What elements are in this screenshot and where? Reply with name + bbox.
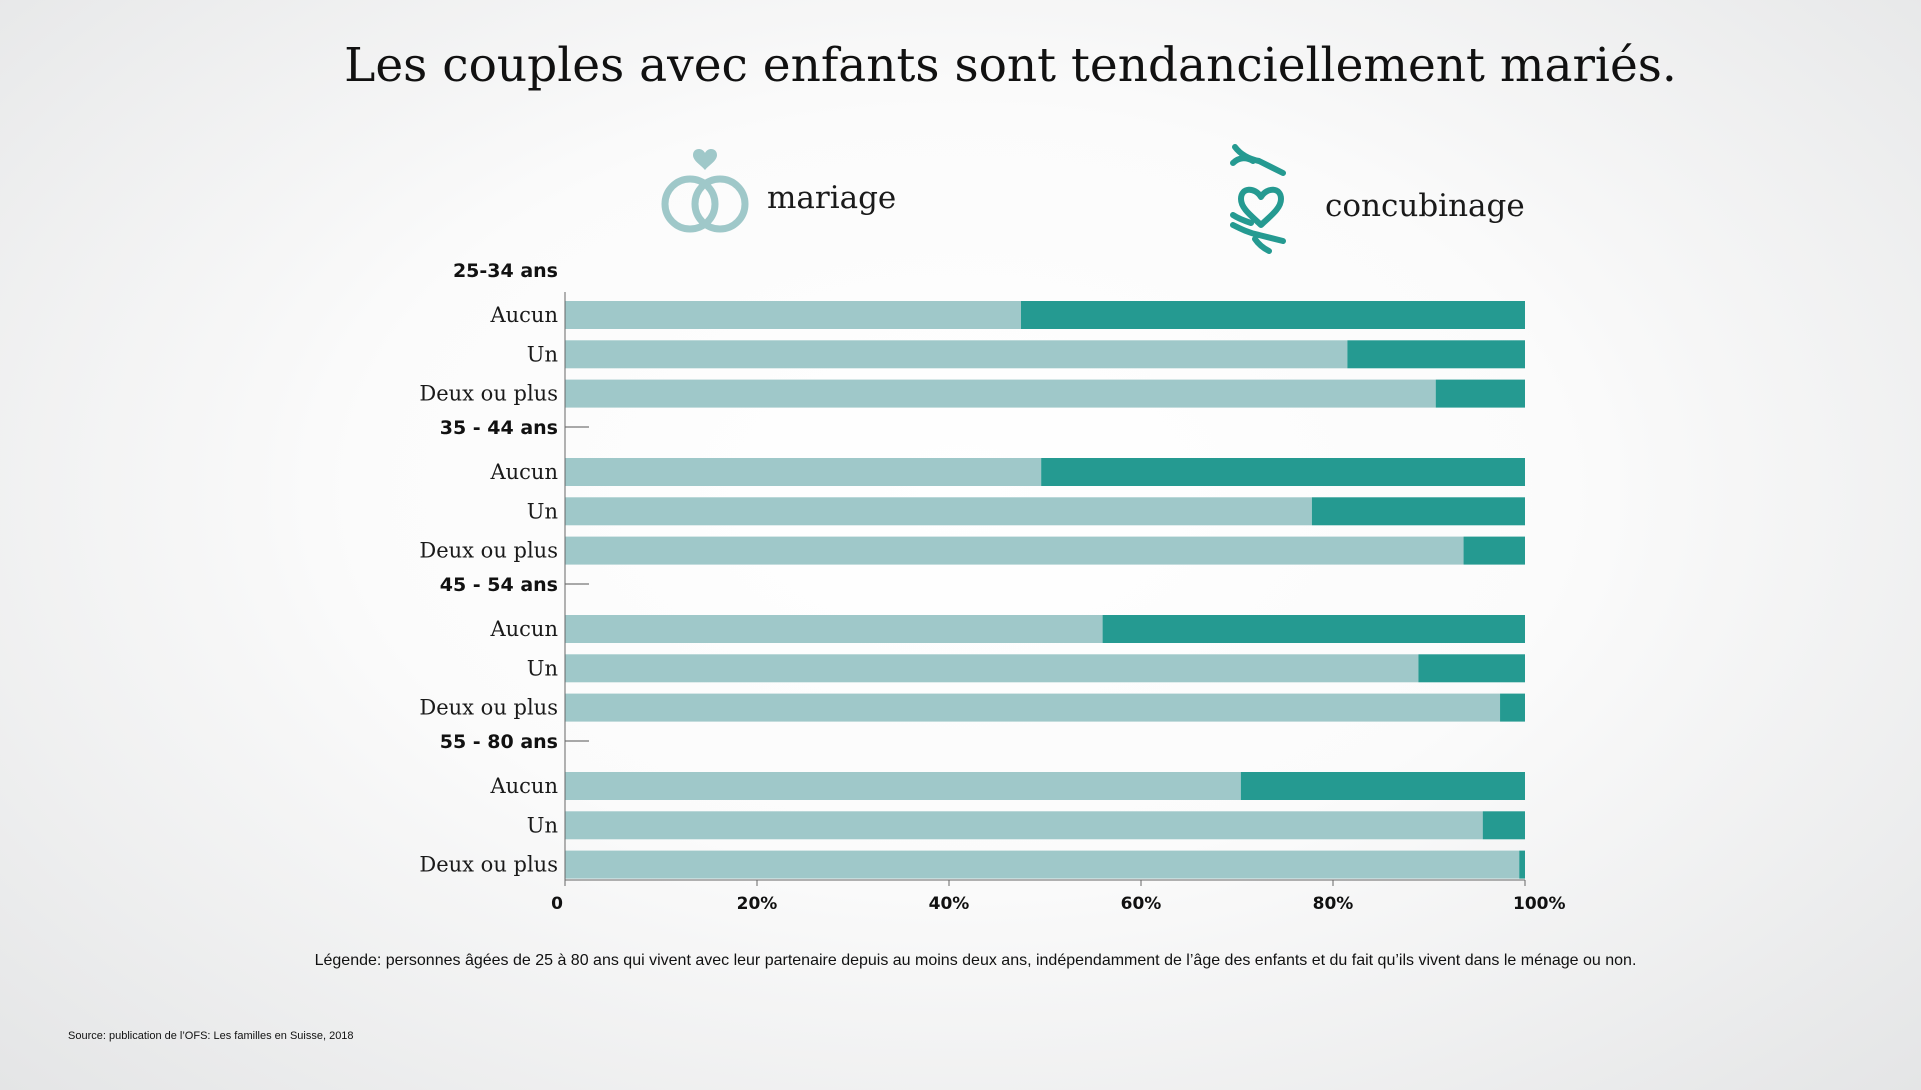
bar-segment-concubinage xyxy=(1240,772,1525,800)
bar-segment-mariage xyxy=(565,654,1419,683)
bar-segment-mariage xyxy=(565,340,1348,369)
x-tick-label: 100% xyxy=(1513,894,1566,914)
bars-layer xyxy=(565,301,1525,879)
bar-segment-concubinage xyxy=(1311,497,1525,526)
group-label: 45 - 54 ans xyxy=(440,574,558,596)
bar-segment-mariage xyxy=(565,497,1312,526)
x-tick-label: 40% xyxy=(929,894,970,914)
category-label: Aucun xyxy=(489,460,558,484)
group-label: 25-34 ans xyxy=(453,260,558,282)
x-tick-label: 80% xyxy=(1313,894,1354,914)
bar-segment-concubinage xyxy=(1435,379,1525,408)
bar-segment-mariage xyxy=(565,811,1483,840)
bar-segment-mariage xyxy=(565,458,1042,486)
bar-segment-concubinage xyxy=(1102,615,1525,643)
bar-segment-mariage xyxy=(565,536,1464,565)
legend-item-concubinage: concubinage xyxy=(1225,143,1525,255)
chart-note: Légende: personnes âgées de 25 à 80 ans … xyxy=(314,952,1637,969)
bar-segment-mariage xyxy=(565,301,1021,329)
bar-segment-mariage xyxy=(565,772,1241,800)
category-label: Un xyxy=(527,656,558,680)
legend-item-mariage: mariage xyxy=(655,143,896,239)
x-axis: 0 20% 40% 60% 80% 100% xyxy=(551,292,1566,914)
bar-segment-concubinage xyxy=(1347,340,1525,369)
bar-segment-concubinage xyxy=(1519,850,1525,879)
category-label: Aucun xyxy=(489,617,558,641)
bar-segment-concubinage xyxy=(1041,458,1525,486)
bar-segment-mariage xyxy=(565,693,1501,722)
bar-segment-concubinage xyxy=(1418,654,1525,683)
x-tick-label: 20% xyxy=(737,894,778,914)
category-label: Deux ou plus xyxy=(419,382,558,406)
chart-title: Les couples avec enfants sont tendanciel… xyxy=(344,38,1677,93)
group-label: 55 - 80 ans xyxy=(440,731,558,753)
category-label: Deux ou plus xyxy=(419,696,558,720)
legend-label-concubinage: concubinage xyxy=(1325,188,1525,224)
bar-segment-concubinage xyxy=(1500,693,1525,722)
source-credit: Source: publication de l’OFS: Les famill… xyxy=(68,1030,354,1042)
category-label: Deux ou plus xyxy=(419,853,558,877)
stacked-bar-chart: 25-34 ans Aucun Un Deux ou plus 35 - 44 ans A… xyxy=(419,260,1566,914)
category-label: Un xyxy=(527,813,558,837)
legend-label-mariage: mariage xyxy=(767,180,897,216)
bar-segment-mariage xyxy=(565,850,1520,879)
bar-segment-concubinage xyxy=(1021,301,1525,329)
category-label: Un xyxy=(527,342,558,366)
x-tick-label: 0 xyxy=(551,894,563,914)
x-tick-label: 60% xyxy=(1121,894,1162,914)
bar-segment-concubinage xyxy=(1482,811,1525,840)
category-label: Aucun xyxy=(489,303,558,327)
wedding-rings-icon xyxy=(661,149,749,233)
bar-segment-mariage xyxy=(565,379,1436,408)
bar-segment-concubinage xyxy=(1463,536,1525,565)
category-label: Un xyxy=(527,499,558,523)
labels-layer: 25-34 ans Aucun Un Deux ou plus 35 - 44 ans A… xyxy=(419,260,558,877)
category-label: Aucun xyxy=(489,774,558,798)
group-label: 35 - 44 ans xyxy=(440,417,558,439)
bar-segment-mariage xyxy=(565,615,1103,643)
hands-heart-icon xyxy=(1230,144,1286,254)
category-label: Deux ou plus xyxy=(419,539,558,563)
